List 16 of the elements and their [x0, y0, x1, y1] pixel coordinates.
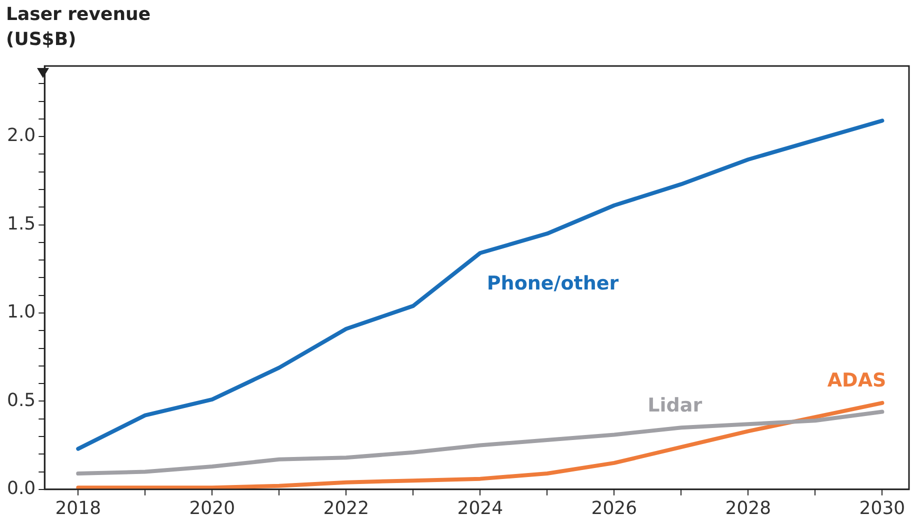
- y-tick-label: 2.0: [6, 125, 36, 146]
- x-tick-label: 2018: [55, 498, 102, 519]
- x-tick-label: 2022: [323, 498, 370, 519]
- x-tick-label: 2028: [725, 498, 772, 519]
- y-axis-title: Laser revenue (US$B): [6, 3, 152, 52]
- y-tick-label: 1.5: [6, 213, 36, 234]
- y-tick-label: 0.5: [6, 390, 36, 411]
- x-tick-label: 2030: [859, 498, 906, 519]
- series-label: Lidar: [648, 394, 703, 416]
- y-tick-label: 1.0: [6, 302, 36, 323]
- series-label: Phone/other: [486, 272, 620, 295]
- x-tick-label: 2026: [591, 498, 638, 519]
- x-tick-label: 2020: [189, 498, 236, 519]
- y-tick-label: 0.0: [6, 478, 36, 500]
- x-tick-label: 2024: [457, 498, 504, 519]
- series-label: ADAS: [827, 370, 886, 392]
